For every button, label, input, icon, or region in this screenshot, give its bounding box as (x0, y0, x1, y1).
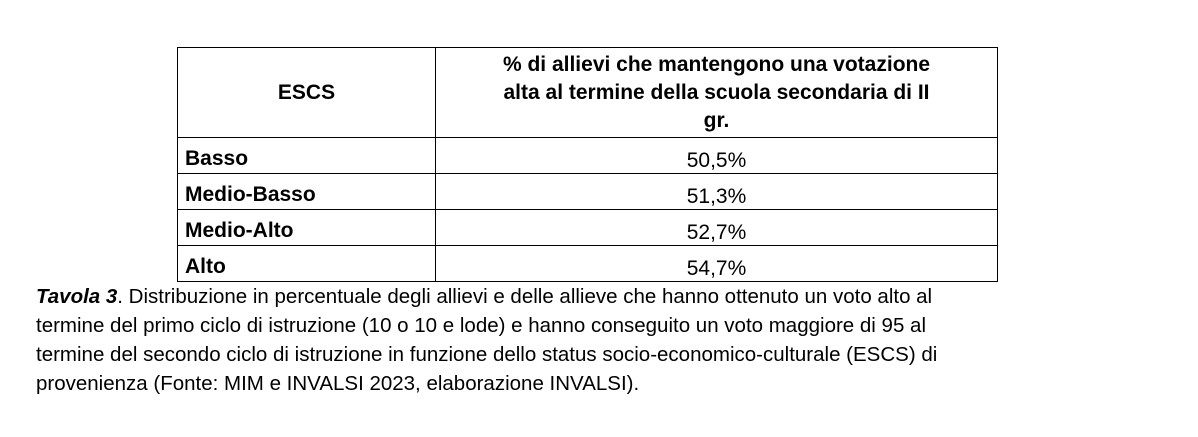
header-percentage: % di allievi che mantengono una votazion… (435, 47, 998, 138)
row-label: Alto (177, 245, 436, 282)
table-row: Alto 54,7% (177, 245, 998, 282)
caption-line: Tavola 3. Distribuzione in percentuale d… (36, 282, 1166, 311)
row-label: Medio-Alto (177, 209, 436, 246)
caption-text: . Distribuzione in percentuale degli all… (117, 285, 933, 308)
row-value: 52,7% (435, 209, 998, 246)
header-percentage-line: alta al termine della scuola secondaria … (503, 80, 930, 104)
row-value: 54,7% (435, 245, 998, 282)
table-row: Basso 50,5% (177, 137, 998, 174)
caption-line: provenienza (Fonte: MIM e INVALSI 2023, … (36, 372, 640, 395)
escs-table: ESCS % di allievi che mantengono una vot… (177, 47, 998, 282)
row-label: Basso (177, 137, 436, 174)
table-header-row: ESCS % di allievi che mantengono una vot… (177, 47, 998, 138)
row-value: 50,5% (435, 137, 998, 174)
caption-line: termine del primo ciclo di istruzione (1… (36, 314, 926, 337)
header-percentage-line: gr. (703, 108, 730, 132)
caption-line: termine del secondo ciclo di istruzione … (36, 343, 938, 366)
header-escs: ESCS (177, 47, 436, 138)
header-percentage-line: % di allievi che mantengono una votazion… (502, 52, 931, 76)
table-caption: Tavola 3. Distribuzione in percentuale d… (36, 282, 1166, 398)
caption-label: Tavola 3 (36, 285, 118, 308)
row-value: 51,3% (435, 173, 998, 210)
table-row: Medio-Alto 52,7% (177, 209, 998, 246)
row-label: Medio-Basso (177, 173, 436, 210)
table-row: Medio-Basso 51,3% (177, 173, 998, 210)
